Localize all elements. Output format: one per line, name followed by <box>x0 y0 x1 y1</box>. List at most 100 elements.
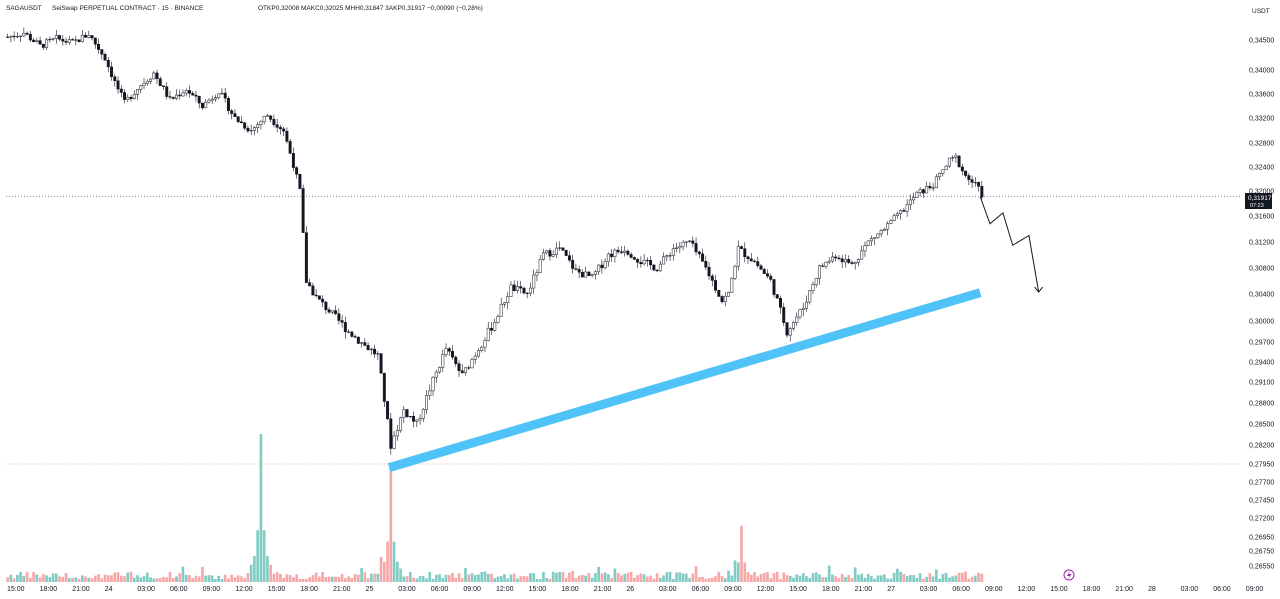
volume-bar <box>126 572 130 582</box>
x-tick-label: 09:00 <box>203 586 221 593</box>
volume-bar <box>288 575 292 582</box>
support-trendline[interactable] <box>387 288 982 472</box>
candle <box>934 173 938 189</box>
volume-bar <box>314 572 318 582</box>
volume-bar <box>71 577 74 582</box>
volume-bar <box>93 575 97 582</box>
volume-bar <box>545 577 549 582</box>
lightning-icon[interactable] <box>1063 569 1075 581</box>
candle <box>616 246 620 255</box>
volume-bar <box>399 568 402 582</box>
candle <box>415 419 419 428</box>
volume-bar <box>373 573 376 582</box>
y-tick-label: 0,33200 <box>1249 116 1274 123</box>
candle <box>736 240 740 271</box>
volume-bar <box>847 574 851 582</box>
candle <box>126 94 130 103</box>
volume-bar <box>168 572 172 582</box>
volume-bar <box>110 575 113 582</box>
volume-bar <box>834 576 838 582</box>
projection-path[interactable] <box>979 196 1040 293</box>
volume-bar <box>9 574 13 582</box>
candle <box>610 248 614 262</box>
volume-bar <box>662 575 665 582</box>
volume-bar <box>412 577 415 582</box>
volume-bar <box>720 575 724 582</box>
x-tick-label: 15:00 <box>1050 586 1068 593</box>
x-tick-label: 03:00 <box>659 586 677 593</box>
volume-bar <box>568 572 571 582</box>
volume-bar <box>548 578 552 582</box>
candle <box>671 243 675 261</box>
volume-bar <box>405 576 409 582</box>
volume-bar <box>262 530 266 582</box>
candle <box>717 289 721 297</box>
candle <box>584 266 588 278</box>
candle <box>360 342 364 348</box>
y-tick-label: 0,27700 <box>1249 480 1274 487</box>
candle <box>473 352 477 364</box>
x-tick-label: 09:00 <box>1246 586 1264 593</box>
x-tick-label: 03:00 <box>920 586 938 593</box>
candle <box>525 292 529 299</box>
volume-bar <box>954 575 958 582</box>
volume-bar <box>779 579 782 582</box>
candle <box>707 262 711 280</box>
volume-bar <box>870 575 873 582</box>
volume-bar <box>519 576 523 582</box>
candle <box>587 271 591 277</box>
x-tick-label: 21:00 <box>855 586 873 593</box>
volume-bar <box>464 567 467 582</box>
volume-bar <box>357 574 360 582</box>
candle <box>665 254 669 262</box>
volume-bar <box>827 565 831 582</box>
candle <box>921 188 925 198</box>
volume-bar <box>857 574 860 582</box>
candle <box>90 34 94 41</box>
volume-bar <box>782 572 786 582</box>
volume-bar <box>103 574 107 582</box>
volume-bar <box>629 571 633 582</box>
volume-bar <box>918 573 922 582</box>
candle <box>889 219 893 225</box>
volume-bar <box>282 577 285 582</box>
candle <box>451 345 454 360</box>
candle <box>808 289 812 305</box>
volume-bar <box>694 566 698 582</box>
candle <box>171 96 175 100</box>
candle <box>873 237 877 246</box>
volume-bar <box>542 571 545 582</box>
volume-bar <box>697 577 701 582</box>
volume-bar <box>594 573 597 582</box>
volume-bar <box>509 574 513 582</box>
candle <box>395 424 399 441</box>
candle <box>850 260 854 265</box>
volume-bar <box>438 574 441 582</box>
y-tick-label: 0,31600 <box>1249 214 1274 221</box>
candle <box>957 155 961 168</box>
volume-bar <box>145 572 149 582</box>
candle <box>392 431 396 450</box>
volume-bar <box>207 575 211 582</box>
candle <box>779 295 782 314</box>
volume-bar <box>363 572 367 582</box>
candle <box>304 226 308 283</box>
candle <box>710 273 714 287</box>
candle <box>38 36 42 45</box>
candle <box>379 353 383 374</box>
volume-bar <box>730 575 734 582</box>
candle <box>532 269 536 294</box>
volume-bar <box>555 572 558 582</box>
volume-bar <box>577 575 581 582</box>
volume-bar <box>561 572 565 582</box>
candle <box>876 232 880 240</box>
volume-bar <box>402 576 406 582</box>
y-tick-label: 0,30400 <box>1249 292 1274 299</box>
candle <box>230 108 234 120</box>
volume-bar <box>360 568 363 582</box>
volume-bar <box>38 577 42 582</box>
candle <box>928 182 932 191</box>
candle <box>334 305 338 316</box>
